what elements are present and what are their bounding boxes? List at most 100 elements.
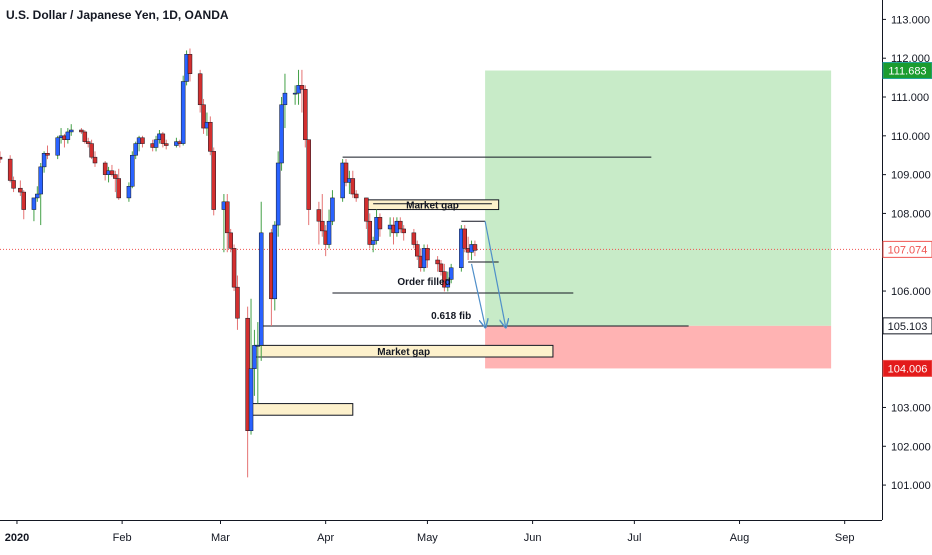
candle-body [472,244,478,251]
candle-body [163,143,169,146]
x-tick-label: Jul [627,532,641,544]
y-tick-label: 101.000 [891,480,931,492]
y-tick-label: 106.000 [891,286,931,298]
candle-body [252,345,257,369]
candle-body [303,89,308,140]
candle-body [445,279,451,288]
price-label-box [882,359,932,377]
candle-body [41,153,47,168]
price-label-box [882,317,932,335]
candle-body [197,73,203,106]
candle-body [21,191,26,210]
y-tick-label: 113.000 [891,14,930,26]
candle-body [364,197,369,222]
price-axis-background [882,0,932,550]
candle-body [208,121,213,152]
price-label-text: 104.006 [888,363,928,375]
projection-arrow [484,221,505,326]
candle-body [55,137,60,156]
candle-body [272,224,278,300]
x-tick-label: Feb [113,532,132,544]
candle-body [153,139,159,148]
candle-body [140,137,145,144]
candle-body [231,248,237,288]
candle-body [425,248,430,261]
candle-body [377,217,383,230]
candle-body [320,220,325,232]
candle-body [109,170,115,175]
candle-body [353,193,359,199]
x-tick-label: Sep [835,532,855,544]
candle-body [258,232,264,346]
candle-body [92,156,98,164]
candle-body [299,85,305,90]
candle-body [438,263,444,272]
candle-body [255,345,261,347]
x-tick-label: Mar [211,532,230,544]
candle-body [435,259,440,265]
chart-title: U.S. Dollar / Japanese Yen, 1D, OANDA [6,8,229,22]
annotation-label: 0.618 fib [431,311,471,322]
profit-zone [485,70,832,326]
price-label-box [882,240,932,258]
candle-body [343,162,349,183]
candle-body [201,104,206,129]
candle-body [102,162,108,175]
candle-body [0,156,3,160]
candle-body [235,286,240,319]
candle-body [133,143,138,156]
candle-body [330,197,335,222]
candle-body [68,129,74,133]
candle-body [18,187,23,193]
candle-body [130,154,135,187]
candle-body [11,180,16,189]
price-label-text: 111.683 [888,66,926,78]
candle-body [31,197,37,210]
candle-body [7,158,13,181]
annotation-label: Order filled [397,277,450,288]
price-label-text: 105.103 [888,321,928,333]
y-tick-label: 111.000 [891,92,929,104]
candle-body [126,186,132,199]
market-gap-label: Market gap [377,347,430,358]
y-tick-label: 102.000 [891,441,931,453]
candle-body [35,193,40,199]
market-gap-box [247,403,354,416]
candle-body [45,153,50,156]
candle-body [85,141,91,144]
candle-body [370,240,376,245]
candle-body [248,368,254,431]
x-tick-label: Jun [524,532,542,544]
candle-body [411,232,417,245]
candle-body [160,133,166,144]
y-tick-label: 110.000 [891,131,930,143]
candle-body [65,131,71,140]
candle-body [462,228,467,249]
candle-body [89,143,94,158]
candle-body [282,92,288,106]
candle-body [367,220,373,245]
candle-body [275,162,281,226]
y-tick-label: 108.000 [891,208,931,220]
y-tick-label: 109.000 [891,170,931,182]
candle-body [228,232,233,249]
candle-body [448,267,454,280]
candle-body [38,166,43,195]
candle-body [225,201,230,234]
x-tick-label: 2020 [5,532,29,544]
candle-body [398,220,403,230]
candle-body [292,92,298,95]
y-tick-label: 103.000 [891,402,931,414]
x-tick-label: Aug [730,532,750,544]
candle-body [116,178,121,199]
x-tick-label: Apr [317,532,334,544]
price-label-text: 107.074 [888,244,928,256]
candle-body [316,209,322,222]
x-tick-label: May [417,532,438,544]
candle-body [180,81,186,144]
candle-body [306,139,311,210]
candle-body [82,131,88,142]
candle-body [279,104,284,164]
